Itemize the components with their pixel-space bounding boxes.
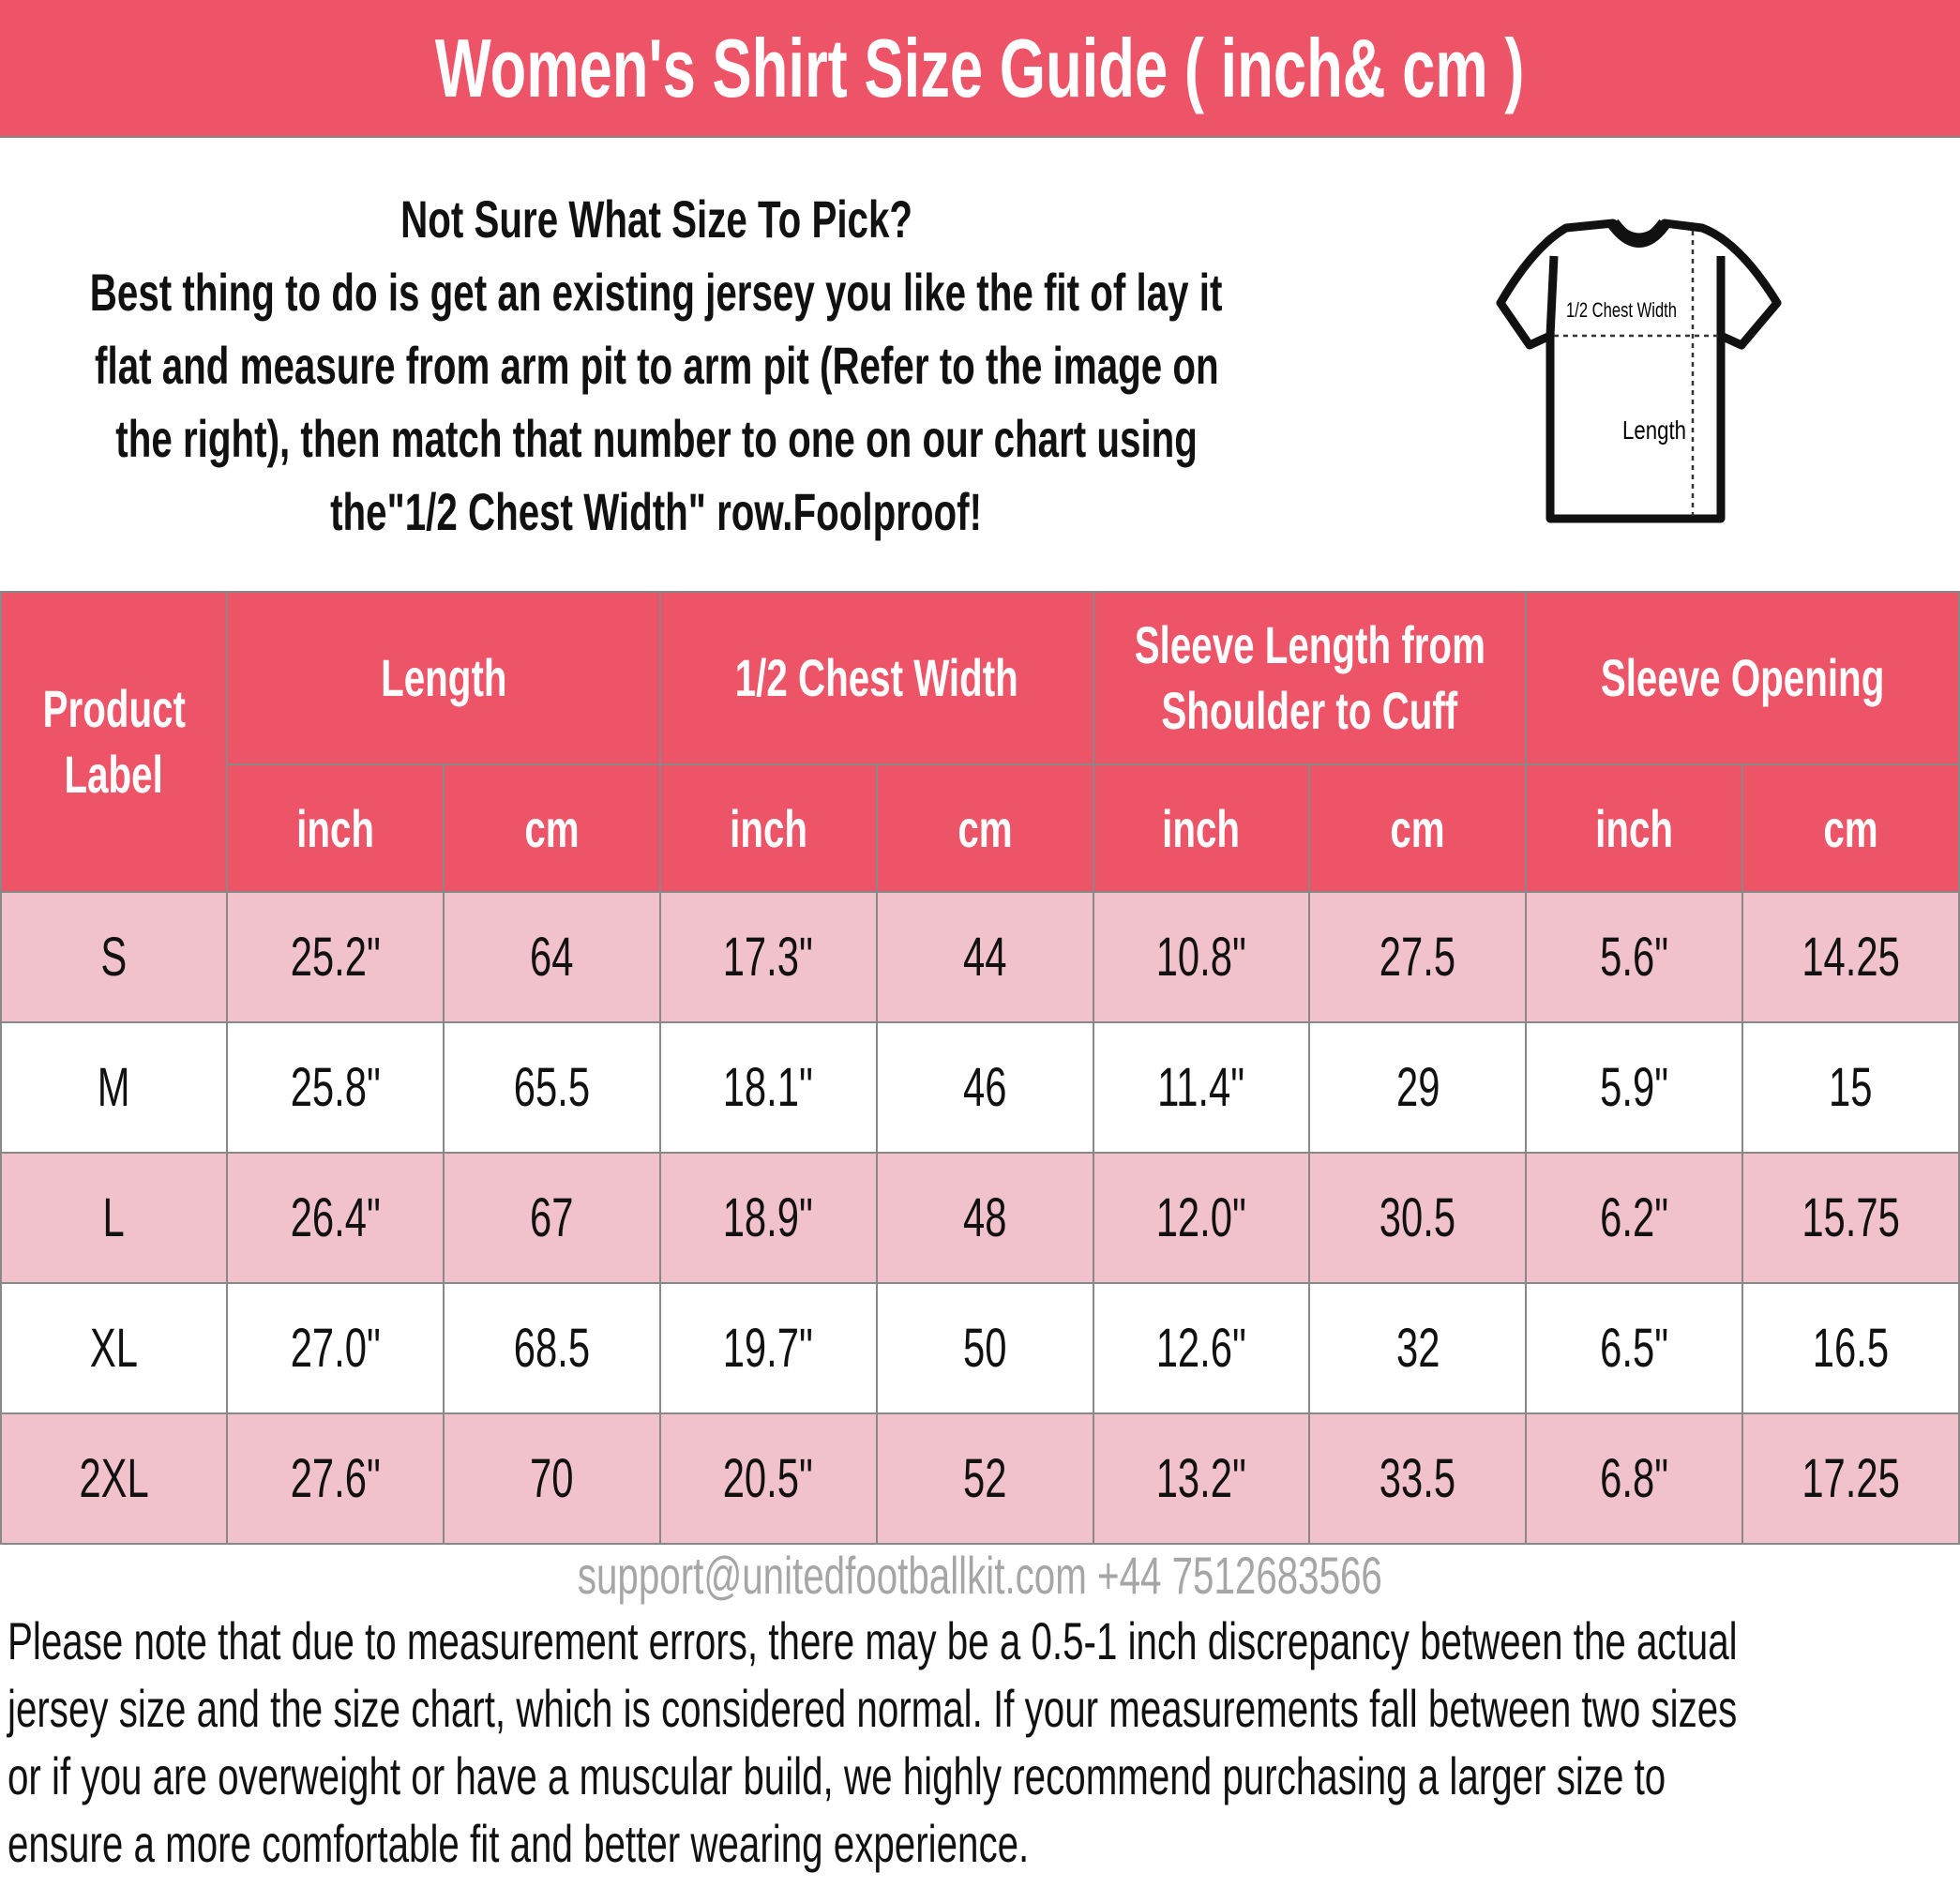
size-value: 17.3"	[658, 891, 878, 1023]
size-label: L	[0, 1152, 228, 1284]
unit-header: cm	[1741, 763, 1960, 893]
table-row: L 26.4" 67 18.9" 48 12.0" 30.5 6.2" 15.75	[0, 1152, 1960, 1284]
header-product-label: Product Label	[0, 591, 228, 893]
size-value: 48	[875, 1152, 1094, 1284]
header-chest-width: 1/2 Chest Width	[658, 591, 1094, 765]
unit-header: cm	[875, 763, 1094, 893]
intro-text: Not Sure What Size To Pick? Best thing t…	[0, 183, 1313, 549]
size-value: 15	[1741, 1021, 1960, 1154]
size-label: M	[0, 1021, 228, 1154]
size-value: 32	[1308, 1282, 1528, 1414]
table-row: S 25.2" 64 17.3" 44 10.8" 27.5 5.6" 14.25	[0, 891, 1960, 1023]
header-sleeve-opening: Sleeve Opening	[1525, 591, 1960, 765]
diagram-chest-label: 1/2 Chest Width	[1566, 298, 1677, 322]
size-value: 33.5	[1308, 1412, 1528, 1545]
table-row: 2XL 27.6" 70 20.5" 52 13.2" 33.5 6.8" 17.25	[0, 1412, 1960, 1545]
size-value: 52	[875, 1412, 1094, 1545]
intro-line: flat and measure from arm pit to arm pit…	[94, 336, 1219, 395]
unit-header: inch	[658, 763, 878, 893]
size-value: 15.75	[1741, 1152, 1960, 1284]
size-value: 64	[442, 891, 661, 1023]
size-label: XL	[0, 1282, 228, 1414]
size-value: 50	[875, 1282, 1094, 1414]
table-row: XL 27.0" 68.5 19.7" 50 12.6" 32 6.5" 16.5	[0, 1282, 1960, 1414]
size-value: 6.5"	[1525, 1282, 1744, 1414]
unit-header: cm	[442, 763, 661, 893]
note-line: jersey size and the size chart, which is…	[8, 1679, 1738, 1738]
size-value: 12.0"	[1092, 1152, 1311, 1284]
disclaimer-note: Please note that due to measurement erro…	[8, 1608, 1960, 1878]
size-value: 25.8"	[226, 1021, 445, 1154]
size-table: Product Label Length 1/2 Chest Width Slee…	[0, 591, 1960, 1545]
size-value: 27.0"	[226, 1282, 445, 1414]
size-label: S	[0, 891, 228, 1023]
size-value: 44	[875, 891, 1094, 1023]
size-value: 29	[1308, 1021, 1528, 1154]
size-value: 10.8"	[1092, 891, 1311, 1023]
tshirt-icon: 1/2 Chest Width Length	[1496, 219, 1782, 523]
note-line: ensure a more comfortable fit and better…	[8, 1814, 1030, 1873]
intro-line: Best thing to do is get an existing jers…	[90, 263, 1223, 322]
header-length: Length	[226, 591, 661, 765]
size-value: 18.1"	[658, 1021, 878, 1154]
size-value: 12.6"	[1092, 1282, 1311, 1414]
size-label: 2XL	[0, 1412, 228, 1545]
size-value: 27.5	[1308, 891, 1528, 1023]
size-value: 5.6"	[1525, 891, 1744, 1023]
size-value: 5.9"	[1525, 1021, 1744, 1154]
unit-header: inch	[1525, 763, 1744, 893]
size-value: 65.5	[442, 1021, 661, 1154]
note-line: or if you are overweight or have a muscu…	[8, 1746, 1666, 1805]
size-value: 68.5	[442, 1282, 661, 1414]
size-value: 27.6"	[226, 1412, 445, 1545]
size-value: 6.8"	[1525, 1412, 1744, 1545]
unit-header: inch	[226, 763, 445, 893]
size-value: 13.2"	[1092, 1412, 1311, 1545]
unit-header: inch	[1092, 763, 1311, 893]
intro-line: the right), then match that number to on…	[115, 409, 1198, 468]
size-value: 70	[442, 1412, 661, 1545]
header-sleeve-length: Sleeve Length from Shoulder to Cuff	[1092, 591, 1528, 765]
size-value: 67	[442, 1152, 661, 1284]
note-line: Please note that due to measurement erro…	[8, 1611, 1738, 1670]
size-value: 6.2"	[1525, 1152, 1744, 1284]
intro-line: the"1/2 Chest Width" row.Foolproof!	[330, 482, 983, 541]
size-value: 11.4"	[1092, 1021, 1311, 1154]
size-value: 19.7"	[658, 1282, 878, 1414]
table-row: M 25.8" 65.5 18.1" 46 11.4" 29 5.9" 15	[0, 1021, 1960, 1154]
size-value: 16.5	[1741, 1282, 1960, 1414]
size-value: 30.5	[1308, 1152, 1528, 1284]
size-value: 17.25	[1741, 1412, 1960, 1545]
intro-line: Not Sure What Size To Pick?	[400, 189, 912, 249]
title-banner: Women's Shirt Size Guide ( inch& cm )	[0, 0, 1960, 138]
page-title: Women's Shirt Size Guide ( inch& cm )	[435, 21, 1525, 114]
size-value: 18.9"	[658, 1152, 878, 1284]
size-value: 14.25	[1741, 891, 1960, 1023]
watermark: support@unitedfootballkit.com +44 751268…	[577, 1546, 1383, 1605]
size-value: 25.2"	[226, 891, 445, 1023]
size-value: 20.5"	[658, 1412, 878, 1545]
unit-header: cm	[1308, 763, 1528, 893]
size-value: 46	[875, 1021, 1094, 1154]
size-value: 26.4"	[226, 1152, 445, 1284]
diagram-length-label: Length	[1622, 415, 1686, 445]
